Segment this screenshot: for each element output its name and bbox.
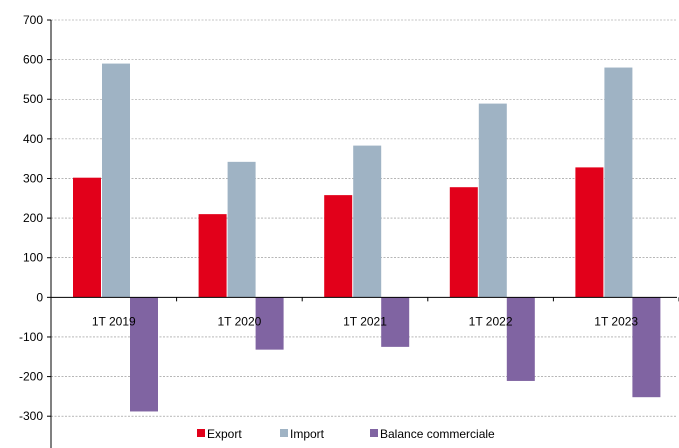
bar-export xyxy=(198,214,227,298)
y-tick-label: 200 xyxy=(23,211,43,225)
legend-swatch xyxy=(280,429,288,437)
category-label: 1T 2023 xyxy=(594,314,638,328)
y-tick-label: -300 xyxy=(19,409,43,423)
y-tick-label: 400 xyxy=(23,132,43,146)
bar-balance-commerciale xyxy=(632,297,661,398)
legend-label: Export xyxy=(207,427,242,441)
bar-import xyxy=(102,63,130,298)
bar-export xyxy=(73,177,101,298)
bars xyxy=(73,63,661,412)
bar-balance-commerciale xyxy=(255,297,284,350)
category-label: 1T 2020 xyxy=(217,314,261,328)
category-label: 1T 2019 xyxy=(92,314,136,328)
bar-export xyxy=(449,187,478,298)
y-tick-label: 300 xyxy=(23,171,43,185)
bar-export xyxy=(575,167,604,298)
bar-balance-commerciale xyxy=(130,297,158,412)
axes xyxy=(47,19,679,448)
legend-label: Import xyxy=(290,427,325,441)
bar-balance-commerciale xyxy=(506,297,535,381)
legend-label: Balance commerciale xyxy=(380,427,495,441)
bar-import xyxy=(604,67,633,298)
legend-swatch xyxy=(197,429,205,437)
bar-import xyxy=(353,145,382,298)
bar-export xyxy=(324,195,353,298)
category-label: 1T 2021 xyxy=(343,314,387,328)
y-tick-label: 600 xyxy=(23,53,43,67)
y-tick-label: -200 xyxy=(19,370,43,384)
legend-swatch xyxy=(370,429,378,437)
y-tick-label: 700 xyxy=(23,13,43,27)
y-tick-label: 500 xyxy=(23,92,43,106)
y-tick-label: 0 xyxy=(36,290,43,304)
bar-import xyxy=(478,103,507,298)
y-tick-label: 100 xyxy=(23,251,43,265)
legend: Export Import Balance commerciale xyxy=(197,427,495,441)
y-tick-labels: 700 600 500 400 300 200 100 0 -100 -200 -300 xyxy=(19,13,43,423)
y-tick-label: -100 xyxy=(19,330,43,344)
bar-balance-commerciale xyxy=(381,297,410,347)
category-labels: 1T 2019 1T 2020 1T 2021 1T 2022 1T 2023 xyxy=(92,314,639,328)
bar-import xyxy=(227,161,256,298)
category-label: 1T 2022 xyxy=(469,314,513,328)
